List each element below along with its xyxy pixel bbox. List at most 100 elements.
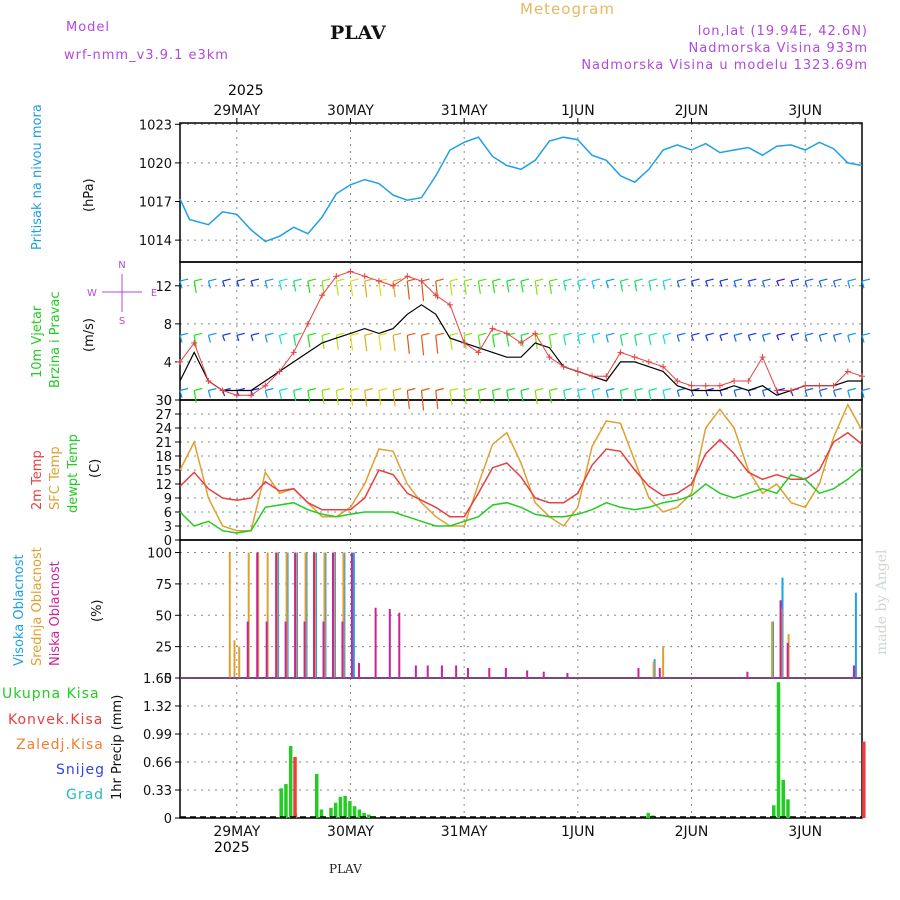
cloud-bar xyxy=(779,600,782,678)
wind-barb xyxy=(662,390,666,400)
precip-bar xyxy=(772,805,776,818)
wind-barb-flag xyxy=(293,278,302,282)
wind-gust-marker xyxy=(432,292,439,299)
cloud-bar xyxy=(466,667,469,678)
cloud-bar xyxy=(313,552,316,678)
date-label-top: 30MAY xyxy=(327,103,374,119)
y-tick-label: 12 xyxy=(155,280,172,295)
wind-gust-marker xyxy=(404,273,411,280)
cloud-bar xyxy=(341,621,344,678)
wind-barb-flag xyxy=(535,278,544,282)
wind-barb-flag xyxy=(478,387,487,392)
wind-barb xyxy=(264,280,268,289)
wind-gust-marker xyxy=(262,382,269,389)
precip-bar xyxy=(333,802,338,818)
y-tick-label: 21 xyxy=(155,436,172,451)
precip-bar xyxy=(293,756,297,818)
wind-barb-flag xyxy=(364,332,373,336)
dewpt-line xyxy=(179,467,863,534)
date-label-bottom: 30MAY xyxy=(327,824,374,840)
wind-barb xyxy=(179,280,183,289)
wind-barb-flag xyxy=(662,278,672,282)
wind-gust-marker xyxy=(773,387,780,394)
precip-bar xyxy=(786,799,790,818)
wind-barb xyxy=(420,390,425,411)
wind-gust-marker xyxy=(617,349,624,356)
pressure-line xyxy=(179,136,863,243)
wind-gust-marker xyxy=(532,330,539,337)
y-tick-label: 18 xyxy=(155,450,172,465)
cloud-bar xyxy=(504,667,507,678)
wind-barb xyxy=(719,390,723,397)
cloud-bar xyxy=(440,665,443,678)
wind-barb-flag xyxy=(208,387,217,392)
wind-gust-marker xyxy=(645,358,652,365)
y-tick-label: 4 xyxy=(164,356,172,371)
tsfc-line xyxy=(179,403,863,532)
wind-barb xyxy=(293,280,297,292)
cloud-bar xyxy=(350,552,353,678)
wind-barb-flag xyxy=(748,332,757,336)
wind-gust-marker xyxy=(475,349,482,356)
precip-bar xyxy=(367,814,371,818)
wind-barb xyxy=(804,335,808,342)
precip-bar xyxy=(352,806,357,818)
wind-barb-flag xyxy=(591,278,601,282)
wind-barb xyxy=(577,280,581,290)
cloud-bar xyxy=(388,609,391,678)
wind-barb xyxy=(420,335,425,356)
wind-barb-flag xyxy=(790,332,800,336)
wind-barb xyxy=(605,390,609,398)
wind-barb xyxy=(293,335,297,346)
wind-barb-flag xyxy=(194,278,203,282)
wind-barb-flag xyxy=(662,332,672,336)
wind-barb-flag xyxy=(648,387,658,392)
wind-barb-flag xyxy=(691,332,700,336)
wind-barb-flag xyxy=(620,387,629,392)
wind-gust-marker xyxy=(347,268,354,275)
wind-barb-flag xyxy=(577,278,586,282)
wind-barb xyxy=(193,390,197,403)
y-tick-label: 24 xyxy=(155,422,172,437)
wind-barb-flag xyxy=(336,332,345,336)
wind-barb-flag xyxy=(819,278,828,282)
wind-barb-flag xyxy=(719,332,729,336)
y-tick-label: 1.65 xyxy=(143,672,172,687)
compass-s: S xyxy=(119,316,125,327)
wind-barb-flag xyxy=(307,278,317,282)
compass-n: N xyxy=(118,260,125,271)
wind-barb xyxy=(776,335,780,341)
wind-barb-flag xyxy=(378,387,388,392)
wind-barb xyxy=(563,390,567,401)
wind-barb xyxy=(804,280,808,288)
wind-barb-flag xyxy=(762,387,771,392)
wind-barb-flag xyxy=(222,278,231,282)
wind-barb-flag xyxy=(464,278,473,282)
date-label-bottom: 31MAY xyxy=(441,824,488,840)
precip-total-label: Ukupna Kisa xyxy=(2,686,100,702)
precip-bar xyxy=(288,745,293,818)
wind-barb xyxy=(236,280,240,287)
wind-gust-marker xyxy=(631,354,638,361)
wind-barb-flag xyxy=(321,332,331,336)
cloud-bar xyxy=(426,665,429,678)
wind-gust-marker xyxy=(503,330,510,337)
wind-barb-flag xyxy=(194,332,203,336)
wind-gust-marker xyxy=(745,377,752,384)
wind-barb xyxy=(719,335,723,342)
y-tick-label: 1020 xyxy=(139,157,172,172)
wind-barb-flag xyxy=(733,387,743,392)
wind-barb xyxy=(634,280,638,292)
wind-barb-flag xyxy=(719,278,729,282)
wind-barb-flag xyxy=(421,332,430,336)
wind-barb xyxy=(563,280,567,291)
wind-barb-flag xyxy=(861,387,871,392)
panel-frame-clouds xyxy=(179,539,863,679)
precip-hail-label: Grad xyxy=(66,787,105,803)
wind-barb xyxy=(278,280,283,290)
y-tick-label: 100 xyxy=(147,547,172,562)
wind-gust-marker xyxy=(816,382,823,389)
wind-barb xyxy=(250,335,254,342)
wind-barb xyxy=(435,390,439,409)
wind-barb-flag xyxy=(293,387,302,392)
